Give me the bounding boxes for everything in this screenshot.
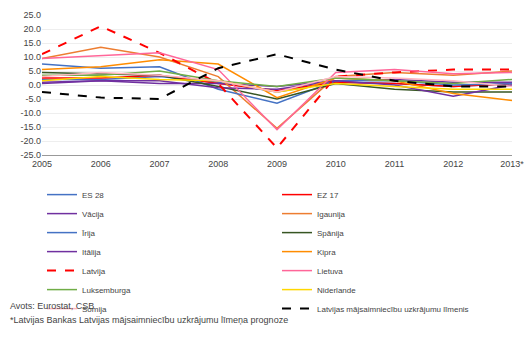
svg-text:2012: 2012 [443,159,463,169]
svg-text:Kipra: Kipra [317,248,336,257]
svg-text:Īrija: Īrija [82,229,95,238]
svg-text:-10.0: -10.0 [20,108,41,118]
svg-text:-20.0: -20.0 [20,136,41,146]
svg-text:Vācija: Vācija [82,210,104,219]
svg-text:ES 28: ES 28 [82,191,104,200]
svg-text:Igaunija: Igaunija [317,210,346,219]
svg-text:Somija: Somija [82,305,107,314]
svg-text:10.0: 10.0 [23,52,41,62]
svg-text:15.0: 15.0 [23,38,41,48]
svg-text:2006: 2006 [91,159,111,169]
svg-text:5.0: 5.0 [28,66,41,76]
svg-text:2011: 2011 [385,159,404,169]
svg-text:2010: 2010 [326,159,346,169]
svg-text:-25.0: -25.0 [20,150,41,160]
svg-text:Luksemburga: Luksemburga [82,286,131,295]
svg-text:Latvijas mājsaimniecību uzkrāj: Latvijas mājsaimniecību uzkrājumu līmeni… [317,305,469,314]
svg-text:*Latvijas Bankas Latvijas mājs: *Latvijas Bankas Latvijas mājsaimniecību… [10,315,288,325]
svg-text:2013*: 2013* [500,159,524,169]
svg-text:20.0: 20.0 [23,24,41,34]
svg-text:2008: 2008 [208,159,228,169]
svg-text:2007: 2007 [149,159,169,169]
svg-text:-5.0: -5.0 [25,94,41,104]
svg-text:2005: 2005 [32,159,52,169]
svg-text:25.0: 25.0 [23,10,41,20]
svg-text:Avots: Eurostat, CSB: Avots: Eurostat, CSB [10,301,94,311]
svg-text:2009: 2009 [267,159,287,169]
svg-text:EZ 17: EZ 17 [317,191,339,200]
svg-text:0.0: 0.0 [28,80,41,90]
svg-text:-15.0: -15.0 [20,122,41,132]
svg-text:Niderlande: Niderlande [317,286,356,295]
svg-text:Itālija: Itālija [82,248,101,257]
svg-text:Lietuva: Lietuva [317,267,343,276]
svg-text:Spānija: Spānija [317,229,344,238]
svg-text:Latvija: Latvija [82,267,106,276]
